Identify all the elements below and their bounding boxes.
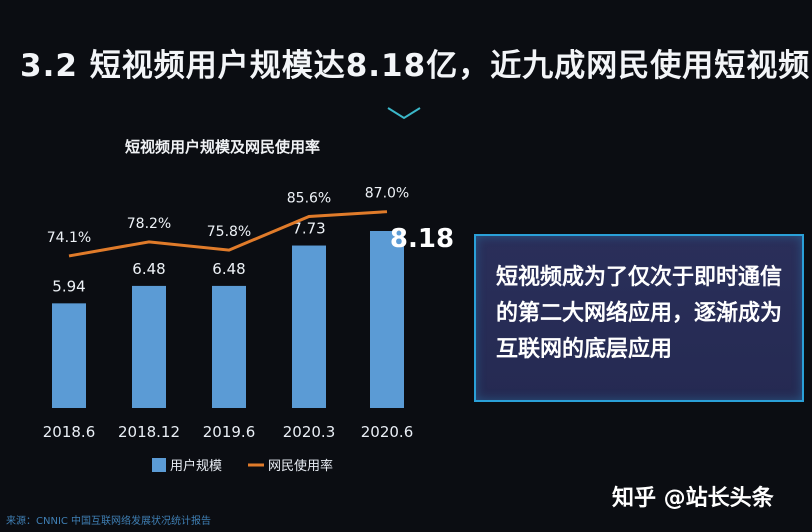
series-line: [68, 210, 388, 258]
legend-label: 用户规模: [170, 458, 222, 474]
x-tick-label: 2019.6: [203, 423, 256, 441]
chart-title: 短视频用户规模及网民使用率: [125, 138, 321, 156]
watermark: 知乎 @站长头条: [612, 486, 774, 511]
line-value-label: 87.0%: [365, 186, 409, 202]
callout-box: 短视频成为了仅次于即时通信的第二大网络应用，逐渐成为互联网的底层应用: [474, 234, 804, 402]
x-tick-label: 2020.6: [361, 423, 414, 441]
legend-label: 网民使用率: [268, 458, 333, 474]
bar-value-label: 8.18: [390, 224, 454, 254]
line-value-label: 74.1%: [47, 230, 91, 246]
bar: [292, 245, 326, 408]
line-value-label: 85.6%: [287, 190, 331, 206]
x-tick-label: 2018.12: [118, 423, 180, 441]
line-value-label: 78.2%: [127, 216, 171, 232]
x-tick-label: 2020.3: [283, 423, 336, 441]
bar-value-label: 5.94: [52, 277, 85, 295]
bar: [212, 285, 246, 408]
bar-value-label: 7.73: [292, 220, 325, 238]
decorative-chevron-icon: [387, 107, 421, 120]
bar: [370, 230, 404, 408]
bar-value-label: 6.48: [212, 260, 245, 278]
page-title: 3.2 短视频用户规模达8.18亿，近九成网民使用短视频: [20, 48, 811, 84]
bar: [52, 303, 86, 408]
bar: [132, 285, 166, 408]
callout-text: 短视频成为了仅次于即时通信的第二大网络应用，逐渐成为互联网的底层应用: [496, 265, 783, 362]
bar-value-label: 6.48: [132, 260, 165, 278]
line-value-label: 75.8%: [207, 224, 251, 240]
legend-swatch-bar: [152, 458, 166, 472]
source-note: 来源：CNNIC 中国互联网络发展状况统计报告: [6, 516, 212, 527]
x-tick-label: 2018.6: [43, 423, 96, 441]
